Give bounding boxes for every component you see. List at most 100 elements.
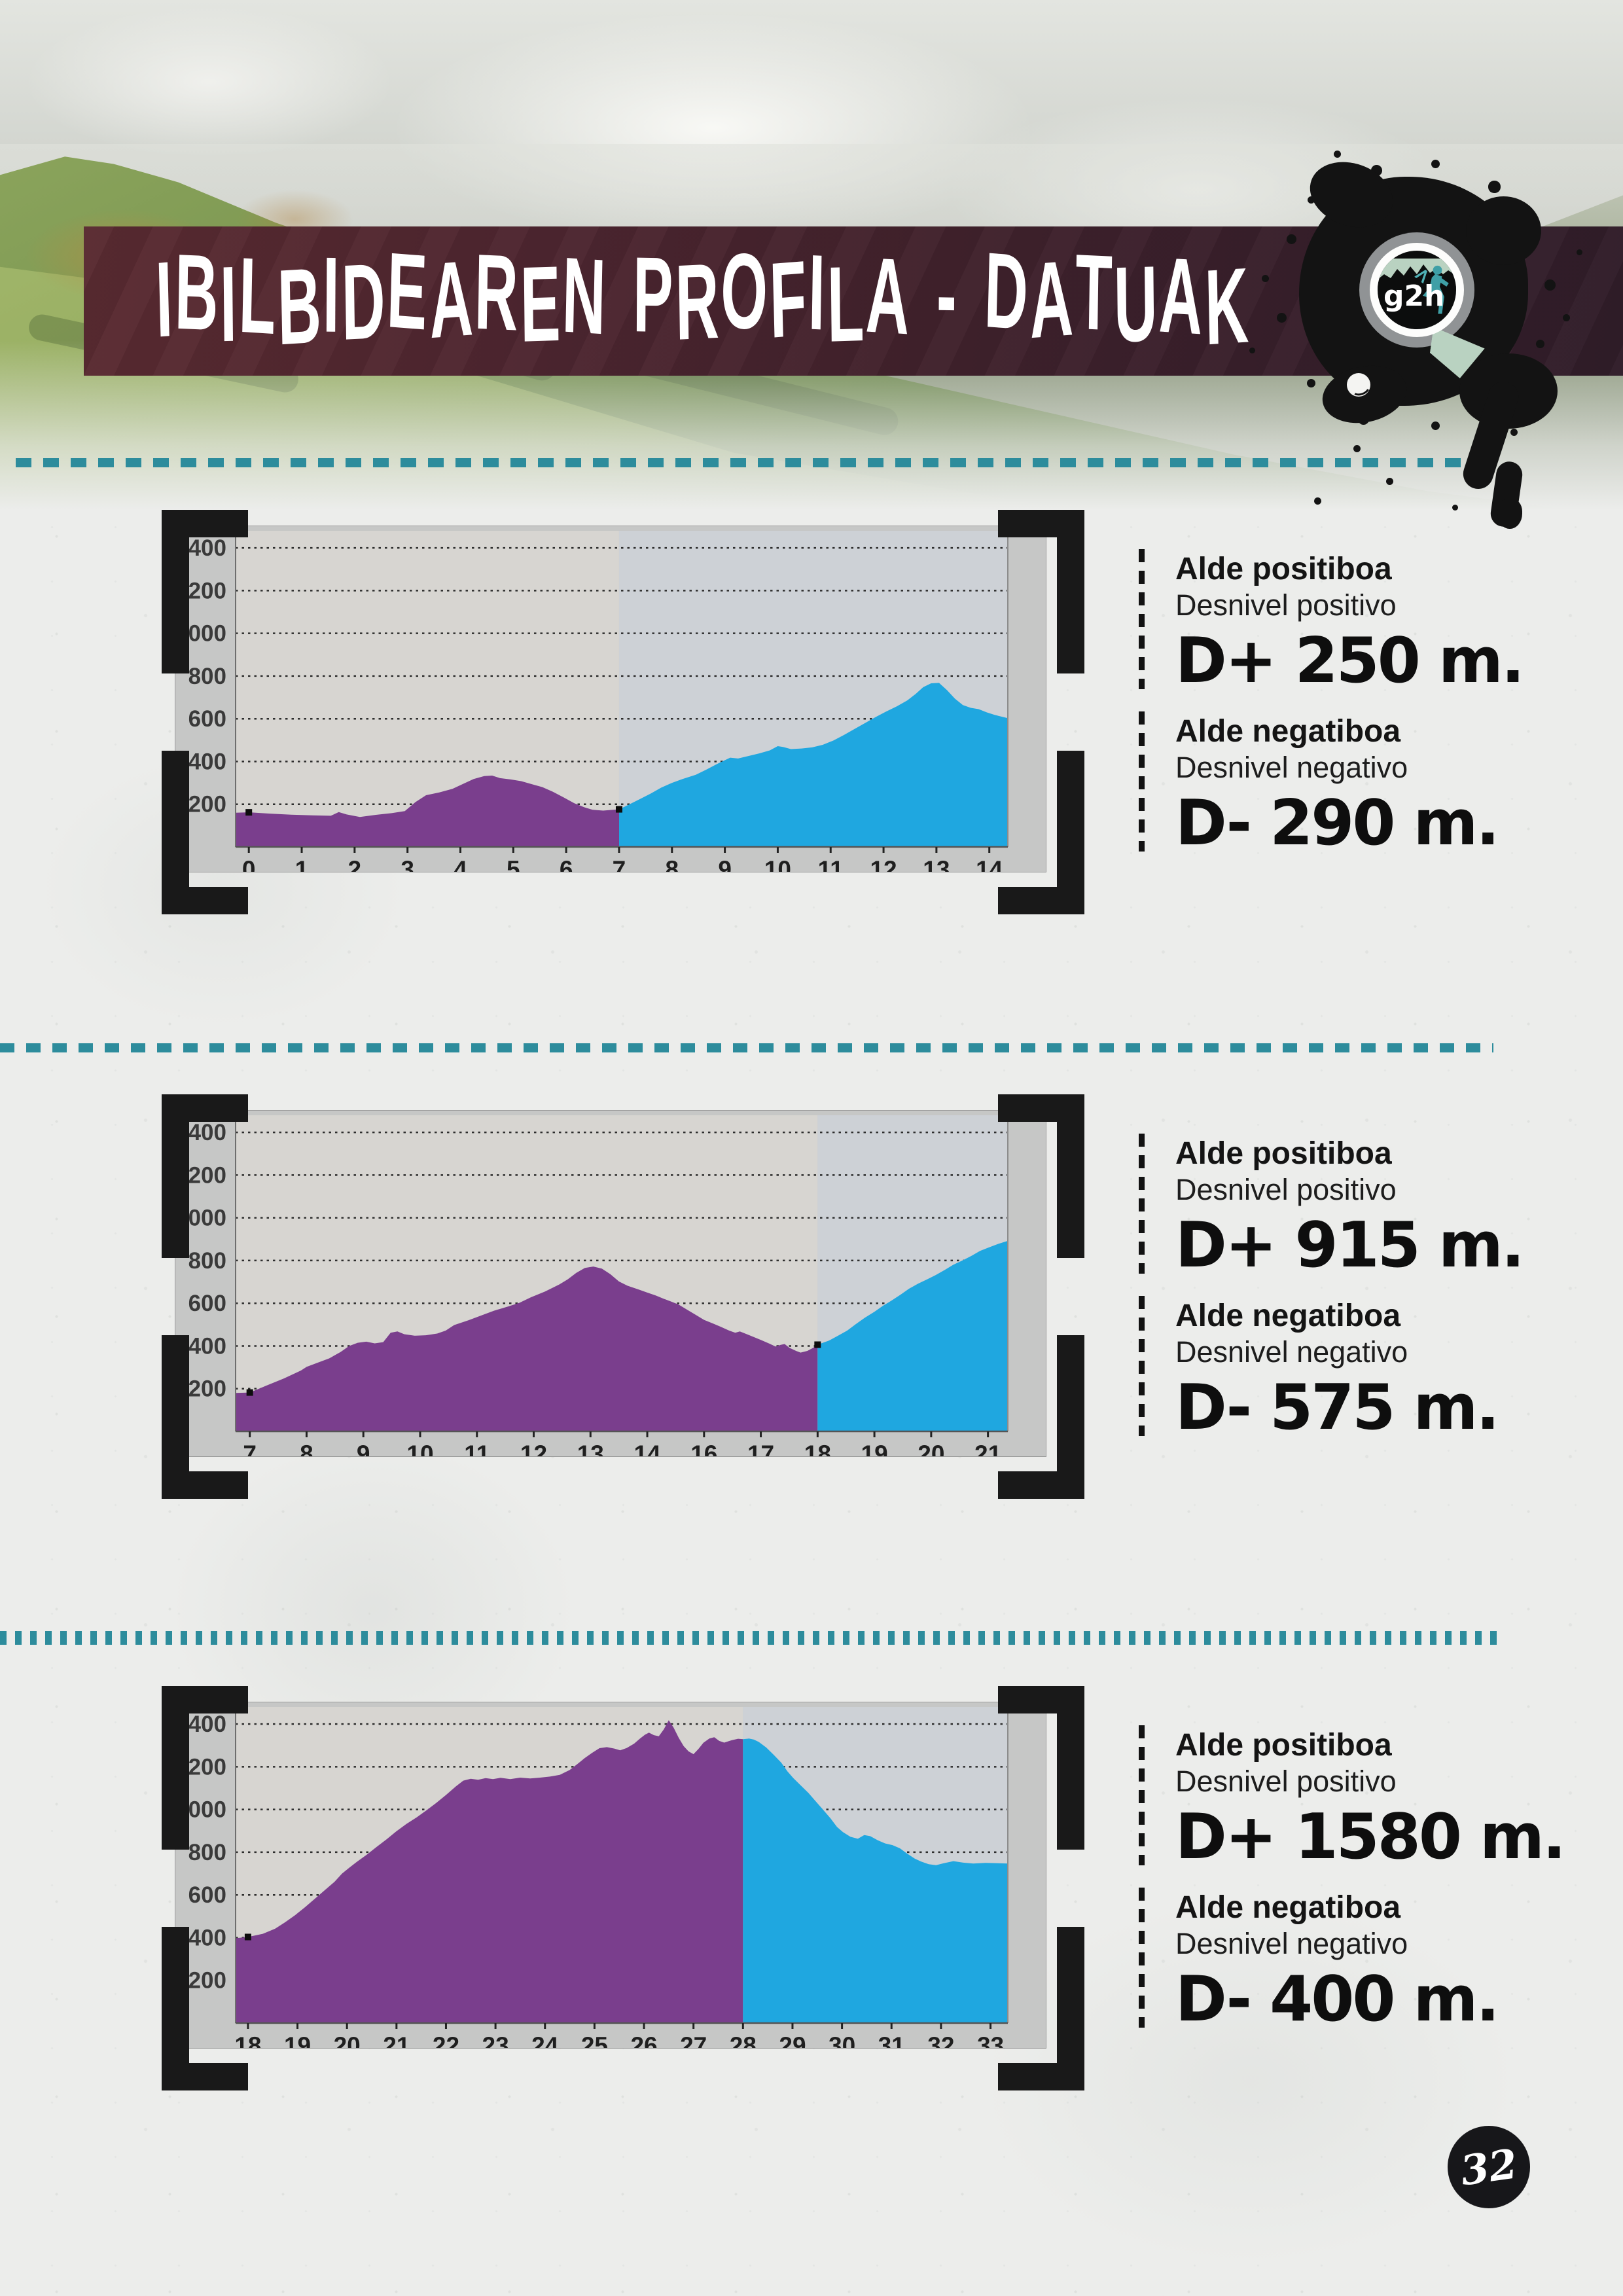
x-tick-label: 0: [242, 856, 256, 872]
y-tick-label: 800: [188, 1840, 226, 1865]
y-tick-label: 800: [188, 664, 226, 689]
x-tick-label: 2: [348, 856, 362, 872]
x-tick-label: 7: [613, 856, 626, 872]
positive-label-eu: Alde positiboa: [1175, 1728, 1392, 1763]
title-letter: R: [674, 242, 720, 363]
frame-corner: [162, 1686, 248, 1850]
frame-corner: [998, 1335, 1084, 1499]
negative-label-es: Desnivel negativo: [1175, 1335, 1408, 1369]
x-tick-label: 8: [665, 856, 679, 872]
frame-corner: [998, 1686, 1084, 1850]
x-tick-label: 23: [482, 2032, 509, 2048]
elevation-chart-panel-1: 200 400 600 800 1000 1200 1400 0 1 2 3 4 5 6 7 8 9 10 11 12…: [175, 526, 1046, 872]
negative-gain-value: D- 290 m.: [1175, 787, 1500, 859]
title-letter: B: [173, 232, 219, 353]
logo-wordmark: g2h: [1383, 279, 1445, 313]
elevation-area-purple: [236, 776, 619, 847]
profile-marker: [814, 1341, 821, 1348]
x-tick-label: 31: [878, 2032, 905, 2048]
frame-corner: [998, 751, 1084, 914]
profile-marker: [245, 809, 253, 816]
title-letter: D: [982, 230, 1029, 353]
title-letter: A: [1028, 238, 1075, 361]
title-letter: A: [427, 238, 474, 361]
x-tick-label: 11: [464, 1441, 490, 1456]
y-tick-label: 400: [188, 749, 226, 774]
frame-corner: [998, 1094, 1084, 1258]
title-letter: P: [632, 235, 674, 355]
title-letter: I: [219, 245, 238, 365]
elevation-chart-panel-2: 200 400 600 800 1000 1200 1400 7 8 9 10 11 12 13 14 16 1…: [175, 1110, 1046, 1457]
x-tick-label: 19: [861, 1441, 888, 1456]
dashed-separator: [0, 1631, 1500, 1645]
y-tick-label: 600: [188, 1882, 226, 1908]
title-letter: O: [719, 230, 770, 353]
x-tick-label: 20: [918, 1441, 944, 1456]
x-tick-label: 12: [870, 856, 897, 872]
x-tick-label: 24: [531, 2032, 559, 2048]
x-tick-label: 8: [300, 1441, 313, 1456]
title-letter: F: [768, 239, 808, 361]
negative-label-eu: Alde negatiboa: [1175, 714, 1401, 749]
elevation-area-blue: [743, 1738, 1008, 2023]
paint-drip: [1497, 499, 1522, 529]
x-tick-label: 27: [680, 2032, 707, 2048]
title-letter: R: [473, 232, 520, 353]
x-tick-label: 4: [454, 856, 467, 872]
profile-marker: [246, 1389, 253, 1396]
title-letter: B: [276, 245, 323, 368]
positive-gain-value: D+ 250 m.: [1175, 624, 1525, 697]
x-tick-label: 12: [520, 1441, 547, 1456]
y-tick-label: 200: [188, 792, 226, 817]
logo-small-dot: [1347, 373, 1373, 399]
title-letter: L: [237, 236, 277, 357]
negative-gain-value: D- 400 m.: [1175, 1963, 1500, 2036]
positive-label-es: Desnivel positivo: [1175, 1173, 1397, 1207]
x-tick-label: 20: [334, 2032, 361, 2048]
negative-gain-value: D- 575 m.: [1175, 1371, 1500, 1444]
title-letter: N: [561, 235, 607, 357]
y-tick-label: 200: [188, 1376, 226, 1402]
x-tick-label: 30: [829, 2032, 855, 2048]
x-tick-label: 19: [284, 2032, 311, 2048]
title-letter: E: [519, 244, 561, 365]
elevation-area-purple: [236, 1720, 743, 2023]
x-tick-label: 29: [779, 2032, 806, 2048]
x-tick-label: 22: [433, 2032, 459, 2048]
negative-label-es: Desnivel negativo: [1175, 1927, 1408, 1961]
x-tick-label: 18: [804, 1441, 831, 1456]
page-number: 32: [1457, 2139, 1520, 2195]
elevation-chart-panel-3: 200 400 600 800 1000 1200 1400 18 19 20 21 22 23 24 25…: [175, 1702, 1046, 2049]
title-letter: [607, 266, 631, 335]
x-tick-label: 7: [243, 1441, 257, 1456]
x-tick-label: 14: [976, 856, 1003, 872]
frame-corner: [162, 751, 248, 914]
x-tick-label: 6: [560, 856, 573, 872]
title-letter: U: [1113, 244, 1158, 365]
dashed-separator: [0, 1043, 1493, 1052]
title-letter: T: [1074, 232, 1113, 353]
dashed-separator: [16, 458, 1483, 467]
x-tick-label: 28: [730, 2032, 757, 2048]
y-tick-label: 200: [188, 1968, 226, 1994]
title-letter: E: [385, 230, 429, 353]
frame-corner: [162, 1927, 248, 2090]
frame-corner: [998, 1927, 1084, 2090]
x-tick-label: 25: [581, 2032, 608, 2048]
g2h-logo: > g2h: [1243, 105, 1623, 563]
title-letter: D: [340, 242, 386, 363]
x-tick-label: 11: [818, 856, 844, 872]
x-tick-label: 10: [764, 856, 791, 872]
positive-label-es: Desnivel positivo: [1175, 1765, 1397, 1799]
frame-corner: [998, 510, 1084, 673]
vertical-dash-line: [1139, 1725, 1145, 1865]
title-letter: K: [1204, 245, 1250, 368]
elevation-area-purple: [236, 1266, 818, 1431]
title-letter: A: [865, 235, 911, 357]
title-letter: I: [154, 240, 174, 360]
x-tick-label: 32: [927, 2032, 954, 2048]
positive-label-eu: Alde positiboa: [1175, 1136, 1392, 1171]
positive-gain-value: D+ 1580 m.: [1175, 1801, 1566, 1873]
vertical-dash-line: [1139, 1888, 1145, 2028]
